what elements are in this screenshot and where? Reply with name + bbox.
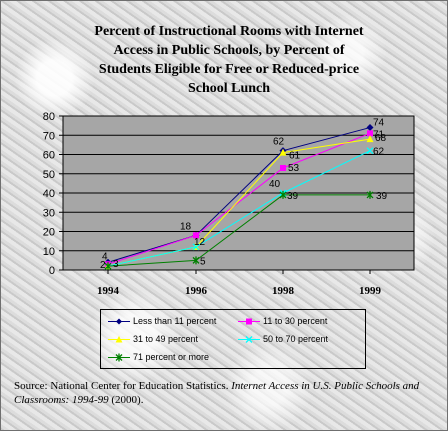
legend-marker-triangle [108,336,130,343]
x-tick-label: 1998 [272,285,295,297]
data-point-star [366,190,374,199]
y-tick-label: 20 [43,227,55,239]
data-point-triangle [366,135,374,143]
data-label: 68 [375,133,387,144]
legend-label: 50 to 70 percent [263,334,329,344]
source-note: Source: National Center for Education St… [14,379,434,407]
y-tick-label: 80 [43,111,55,123]
legend: Less than 11 percent 11 to 30 percent 31… [100,309,366,369]
y-tick-label: 70 [43,130,55,142]
data-label: 3 [113,259,119,270]
data-label: 5 [200,256,206,267]
legend-marker-diamond [108,318,130,325]
data-label: 40 [269,179,281,190]
source-suffix: (2000). [111,394,144,406]
legend-label: 31 to 49 percent [133,334,199,344]
data-point-diamond [366,124,374,132]
source-title: Internet Access in U.S. Public Schools a… [14,380,420,406]
data-label: 62 [273,137,285,148]
data-label: 61 [289,151,301,162]
series-line-0 [107,127,371,263]
data-point-triangle [279,148,287,156]
series-line-4 [107,194,370,267]
title-line: School Lunch [187,81,271,96]
data-label: 71 [373,129,385,140]
legend-marker-square [238,318,260,325]
data-label: 12 [194,237,206,248]
data-label: 53 [288,163,300,174]
data-point-x [192,243,200,251]
y-tick-label: 50 [43,169,55,181]
data-point-star [192,256,200,265]
series-line-3 [107,150,371,267]
x-tick-label: 1994 [97,285,120,297]
legend-label: 11 to 30 percent [263,316,328,326]
title-line: Access in Public Schools, by Percent of [113,43,345,58]
data-label: 74 [373,118,385,129]
data-label: 4 [102,251,108,262]
y-tick-label: 40 [43,188,55,200]
data-label: 62 [373,147,385,158]
source-prefix: Source: National Center for Education St… [14,380,229,392]
legend-label: Less than 11 percent [133,316,217,326]
data-point-x [366,147,374,155]
title-line: Students Eligible for Free or Reduced-pr… [98,62,360,77]
x-tick-label: 1996 [185,285,208,297]
data-label: 18 [180,221,192,232]
y-tick-label: 30 [43,207,55,219]
y-tick-label: 60 [43,150,55,162]
data-label: 2 [100,260,106,271]
title-line: Percent of Instructional Rooms with Inte… [94,24,364,39]
legend-label: 71 percent or more [133,352,210,362]
data-point-square [280,164,286,171]
data-point-star [279,190,287,199]
x-tick-label: 1999 [359,285,382,297]
y-tick-label: 0 [49,265,55,277]
data-label: 39 [287,191,299,202]
y-tick-label: 10 [43,246,55,258]
data-point-square [367,130,373,137]
data-point-square [193,232,199,239]
legend-marker-x [238,336,260,343]
legend-marker-star [108,353,130,362]
data-point-star [104,262,112,271]
chart-title: Percent of Instructional Rooms with Inte… [44,22,414,98]
data-label: 39 [376,191,388,202]
series-line-1 [107,132,371,265]
